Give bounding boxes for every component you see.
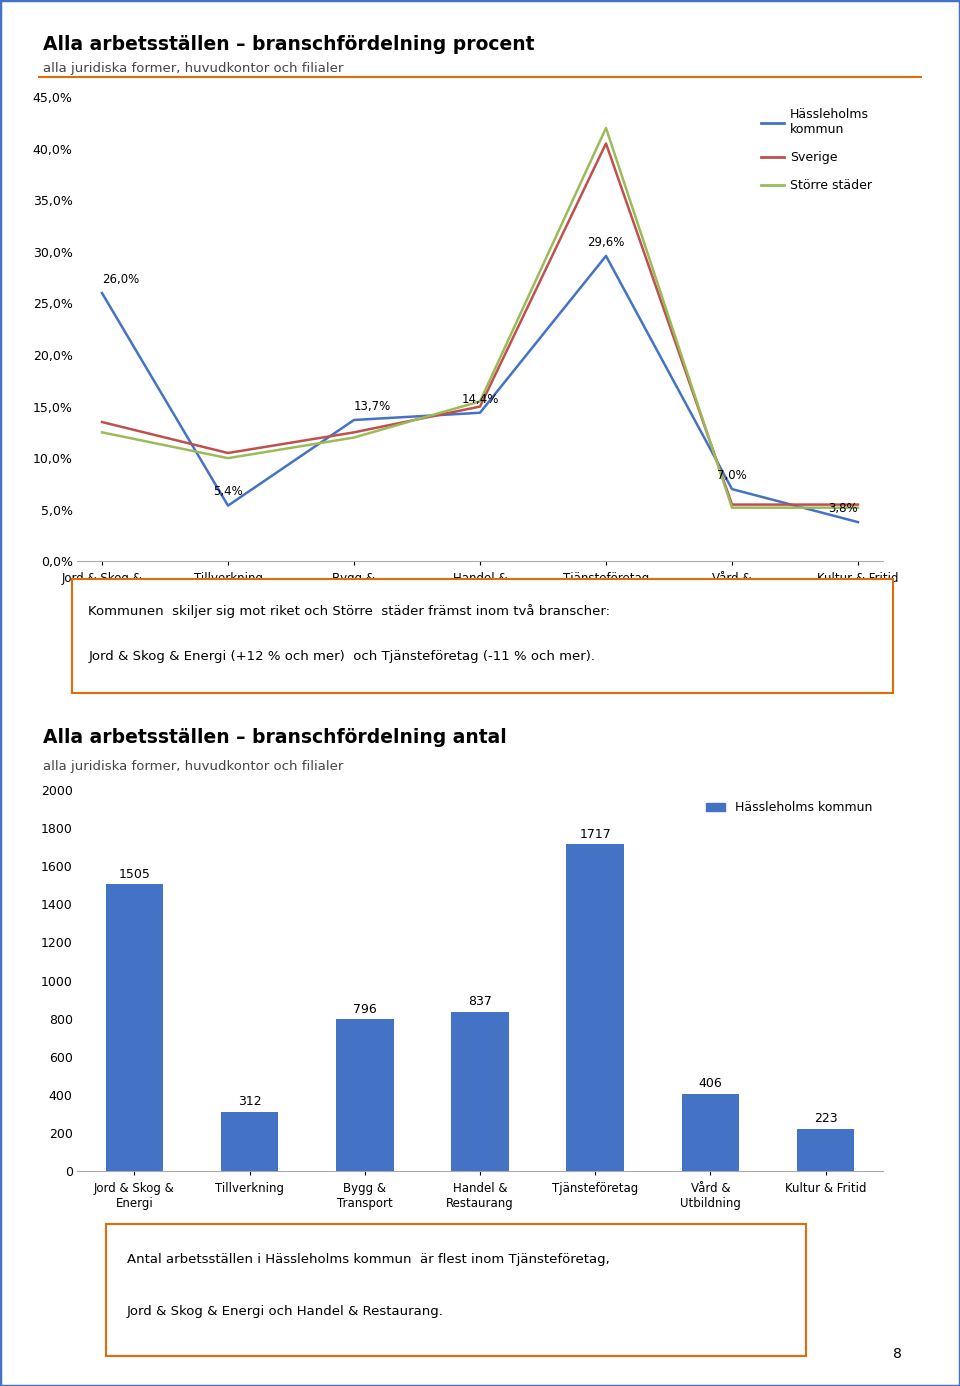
Text: Antal arbetsställen i Hässleholms kommun  är flest inom Tjänsteföretag,: Antal arbetsställen i Hässleholms kommun… [127,1253,610,1265]
Bar [682,1094,739,1171]
FancyBboxPatch shape [106,1224,806,1356]
Text: alla juridiska former, huvudkontor och filialer: alla juridiska former, huvudkontor och f… [43,760,344,772]
Legend: Hässleholms kommun: Hässleholms kommun [701,797,876,819]
Bar [336,1020,394,1171]
Text: 26,0%: 26,0% [102,273,139,286]
Text: alla juridiska former, huvudkontor och filialer: alla juridiska former, huvudkontor och f… [43,62,344,75]
Text: 837: 837 [468,995,492,1008]
Legend: Hässleholms
kommun, Sverige, Större städer: Hässleholms kommun, Sverige, Större städ… [756,104,876,197]
Text: 1717: 1717 [579,827,612,840]
Text: Jord & Skog & Energi och Handel & Restaurang.: Jord & Skog & Energi och Handel & Restau… [127,1306,444,1318]
Text: 7,0%: 7,0% [717,468,747,482]
Text: 796: 796 [353,1003,376,1016]
Text: Alla arbetsställen – branschfördelning procent: Alla arbetsställen – branschfördelning p… [43,35,535,54]
Text: 14,4%: 14,4% [462,392,498,406]
Text: 13,7%: 13,7% [354,399,392,413]
Bar [797,1128,854,1171]
Text: Jord & Skog & Energi (+12 % och mer)  och Tjänsteföretag (-11 % och mer).: Jord & Skog & Energi (+12 % och mer) och… [88,650,595,663]
Text: Kommunen  skiljer sig mot riket och Större  städer främst inom två branscher:: Kommunen skiljer sig mot riket och Störr… [88,604,611,618]
Text: 8: 8 [893,1347,902,1361]
Text: 3,8%: 3,8% [828,502,858,516]
Bar [106,884,163,1171]
Bar [221,1112,278,1171]
FancyBboxPatch shape [72,579,893,693]
Text: 406: 406 [699,1077,722,1091]
Text: 312: 312 [238,1095,261,1109]
Text: Alla arbetsställen – branschfördelning antal: Alla arbetsställen – branschfördelning a… [43,728,507,747]
Text: 29,6%: 29,6% [588,236,625,248]
Text: 1505: 1505 [118,868,151,881]
Bar [451,1012,509,1171]
Bar [566,844,624,1171]
Text: 223: 223 [814,1112,837,1125]
Text: 5,4%: 5,4% [213,485,243,499]
